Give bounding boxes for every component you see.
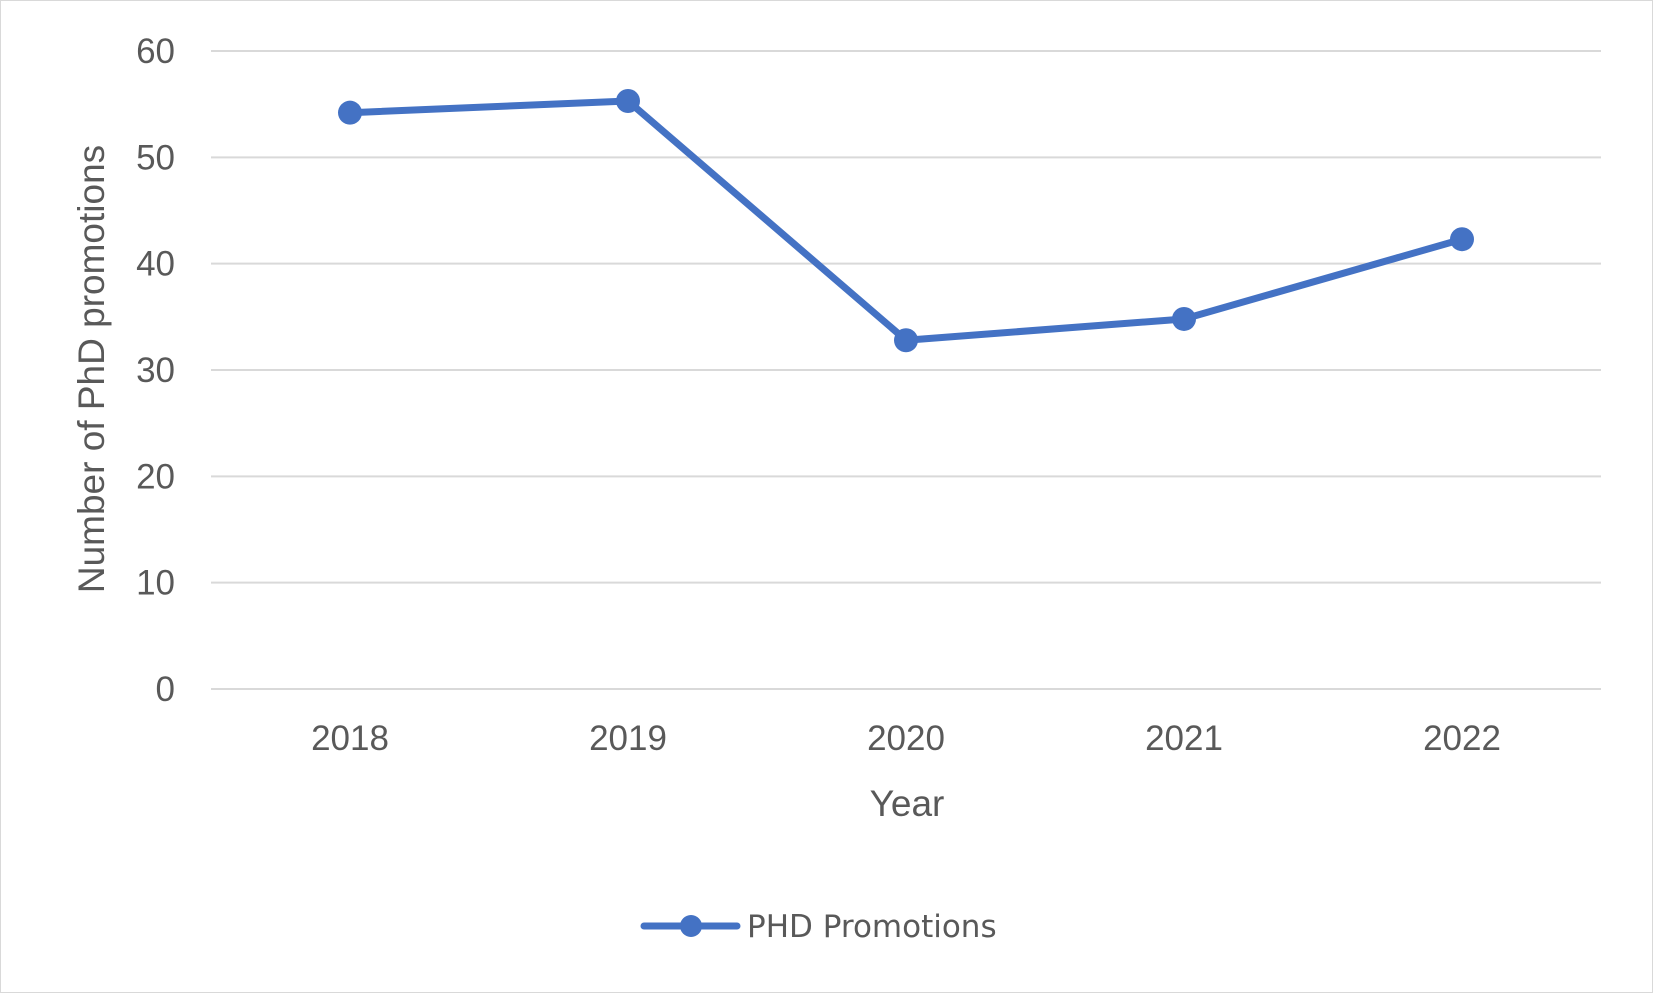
data-point — [338, 100, 362, 125]
data-point — [1450, 227, 1474, 252]
y-tick-label: 10 — [136, 564, 175, 603]
legend-marker-swatch — [680, 915, 702, 937]
x-tick-label: 2022 — [1423, 719, 1501, 758]
legend: PHD Promotions — [640, 909, 997, 945]
series-layer — [338, 88, 1474, 353]
y-axis-tick-labels: 0 10 20 30 40 50 60 — [136, 32, 175, 709]
y-tick-label: 0 — [156, 670, 175, 709]
gridlines — [211, 50, 1601, 690]
y-tick-label: 30 — [136, 351, 175, 390]
data-point — [1172, 306, 1196, 331]
x-tick-label: 2021 — [1145, 719, 1223, 758]
x-tick-label: 2019 — [589, 719, 667, 758]
x-axis-title: Year — [870, 783, 945, 824]
x-tick-label: 2020 — [867, 719, 945, 758]
y-tick-label: 40 — [136, 245, 175, 284]
series-line — [346, 97, 1466, 344]
legend-label: PHD Promotions — [747, 909, 997, 945]
data-point — [894, 328, 918, 353]
y-tick-label: 60 — [136, 32, 175, 71]
y-tick-label: 50 — [136, 138, 175, 177]
y-axis-title: Number of PhD promotions — [71, 145, 112, 593]
x-tick-label: 2018 — [311, 719, 389, 758]
data-point — [616, 88, 640, 113]
y-tick-label: 20 — [136, 457, 175, 496]
x-axis-tick-labels: 2018 2019 2020 2021 2022 — [311, 719, 1501, 758]
